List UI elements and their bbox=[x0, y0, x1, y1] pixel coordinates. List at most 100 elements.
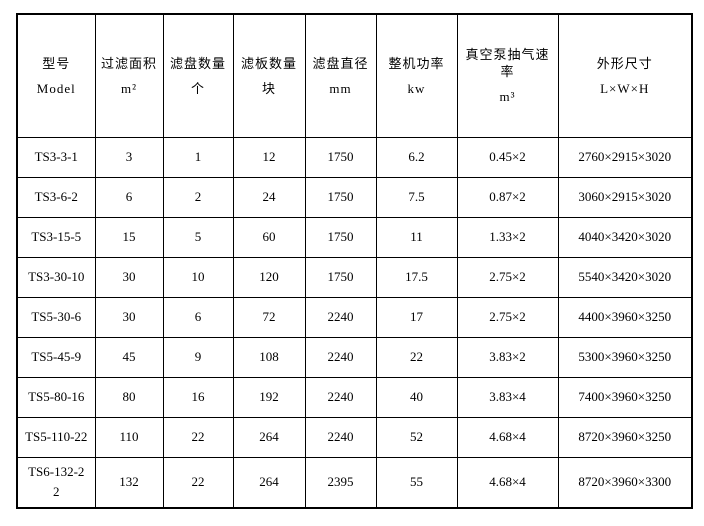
header-label: 过滤面积 bbox=[100, 55, 157, 71]
cell-disc-count: 2 bbox=[162, 176, 234, 218]
cell-plate-count: 264 bbox=[232, 456, 306, 509]
cell-filter-area: 3 bbox=[94, 136, 164, 178]
cell-overall-dimensions: 2760×2915×3020 bbox=[557, 136, 693, 178]
cell-disc-count: 6 bbox=[162, 296, 234, 338]
column-header-plate-count: 滤板数量 块 bbox=[232, 13, 306, 138]
specification-table: 型号 Model 过滤面积 m² 滤盘数量 个 滤板数量 块 滤盘直径 mm 整… bbox=[16, 13, 693, 509]
header-label: 真空泵抽气速率 bbox=[465, 47, 550, 80]
cell-overall-dimensions: 5300×3960×3250 bbox=[557, 336, 693, 378]
cell-vacuum-pump-rate: 3.83×2 bbox=[456, 336, 559, 378]
cell-machine-power: 55 bbox=[375, 456, 458, 509]
header-unit: kw bbox=[407, 80, 426, 96]
cell-plate-count: 24 bbox=[232, 176, 306, 218]
cell-filter-area: 80 bbox=[94, 376, 164, 418]
cell-disc-diameter: 2240 bbox=[304, 416, 377, 458]
cell-overall-dimensions: 7400×3960×3250 bbox=[557, 376, 693, 418]
table-row: TS5-110-22 110 22 264 2240 52 4.68×4 872… bbox=[16, 416, 693, 458]
cell-overall-dimensions: 4040×3420×3020 bbox=[557, 216, 693, 258]
cell-plate-count: 108 bbox=[232, 336, 306, 378]
header-label: 滤盘直径 bbox=[312, 55, 369, 71]
cell-plate-count: 192 bbox=[232, 376, 306, 418]
table-row: TS3-30-10 30 10 120 1750 17.5 2.75×2 554… bbox=[16, 256, 693, 298]
cell-overall-dimensions: 8720×3960×3300 bbox=[557, 456, 693, 509]
header-label: 型号 bbox=[42, 55, 71, 71]
cell-disc-diameter: 1750 bbox=[304, 176, 377, 218]
cell-plate-count: 264 bbox=[232, 416, 306, 458]
cell-vacuum-pump-rate: 3.83×4 bbox=[456, 376, 559, 418]
column-header-disc-count: 滤盘数量 个 bbox=[162, 13, 234, 138]
cell-overall-dimensions: 8720×3960×3250 bbox=[557, 416, 693, 458]
cell-filter-area: 30 bbox=[94, 296, 164, 338]
cell-disc-count: 9 bbox=[162, 336, 234, 378]
cell-machine-power: 22 bbox=[375, 336, 458, 378]
table-row: TS3-6-2 6 2 24 1750 7.5 0.87×2 3060×2915… bbox=[16, 176, 693, 218]
table-row: TS5-80-16 80 16 192 2240 40 3.83×4 7400×… bbox=[16, 376, 693, 418]
cell-machine-power: 7.5 bbox=[375, 176, 458, 218]
cell-model: TS5-30-6 bbox=[16, 296, 96, 338]
header-unit: L×W×H bbox=[600, 80, 650, 96]
column-header-machine-power: 整机功率 kw bbox=[375, 13, 458, 138]
header-unit: m² bbox=[120, 80, 137, 96]
cell-disc-count: 22 bbox=[162, 416, 234, 458]
header-unit: Model bbox=[36, 80, 76, 96]
cell-disc-count: 5 bbox=[162, 216, 234, 258]
cell-model: TS3-6-2 bbox=[16, 176, 96, 218]
table-row: TS3-15-5 15 5 60 1750 11 1.33×2 4040×342… bbox=[16, 216, 693, 258]
table-header-row: 型号 Model 过滤面积 m² 滤盘数量 个 滤板数量 块 滤盘直径 mm 整… bbox=[16, 13, 693, 138]
cell-machine-power: 52 bbox=[375, 416, 458, 458]
cell-machine-power: 17 bbox=[375, 296, 458, 338]
header-unit: 块 bbox=[261, 80, 276, 96]
table-row: TS6-132-2 2 132 22 264 2395 55 4.68×4 87… bbox=[16, 456, 693, 509]
cell-disc-count: 16 bbox=[162, 376, 234, 418]
cell-disc-diameter: 2395 bbox=[304, 456, 377, 509]
cell-plate-count: 12 bbox=[232, 136, 306, 178]
cell-vacuum-pump-rate: 1.33×2 bbox=[456, 216, 559, 258]
cell-model: TS6-132-2 2 bbox=[16, 456, 96, 509]
cell-vacuum-pump-rate: 2.75×2 bbox=[456, 256, 559, 298]
cell-filter-area: 15 bbox=[94, 216, 164, 258]
cell-machine-power: 17.5 bbox=[375, 256, 458, 298]
cell-plate-count: 60 bbox=[232, 216, 306, 258]
header-label: 滤盘数量 bbox=[169, 55, 226, 71]
cell-machine-power: 6.2 bbox=[375, 136, 458, 178]
cell-plate-count: 72 bbox=[232, 296, 306, 338]
table-row: TS5-45-9 45 9 108 2240 22 3.83×2 5300×39… bbox=[16, 336, 693, 378]
cell-filter-area: 110 bbox=[94, 416, 164, 458]
column-header-model: 型号 Model bbox=[16, 13, 96, 138]
header-unit: mm bbox=[329, 80, 352, 96]
column-header-filter-area: 过滤面积 m² bbox=[94, 13, 164, 138]
cell-vacuum-pump-rate: 4.68×4 bbox=[456, 456, 559, 509]
cell-filter-area: 132 bbox=[94, 456, 164, 509]
cell-model: TS5-80-16 bbox=[16, 376, 96, 418]
cell-overall-dimensions: 3060×2915×3020 bbox=[557, 176, 693, 218]
cell-disc-diameter: 2240 bbox=[304, 376, 377, 418]
cell-vacuum-pump-rate: 0.45×2 bbox=[456, 136, 559, 178]
column-header-disc-diameter: 滤盘直径 mm bbox=[304, 13, 377, 138]
cell-disc-count: 1 bbox=[162, 136, 234, 178]
header-label: 外形尺寸 bbox=[596, 55, 653, 71]
cell-model: TS5-45-9 bbox=[16, 336, 96, 378]
cell-overall-dimensions: 4400×3960×3250 bbox=[557, 296, 693, 338]
cell-vacuum-pump-rate: 2.75×2 bbox=[456, 296, 559, 338]
header-unit: 个 bbox=[190, 80, 205, 96]
cell-filter-area: 45 bbox=[94, 336, 164, 378]
header-unit: m³ bbox=[499, 89, 516, 105]
cell-vacuum-pump-rate: 4.68×4 bbox=[456, 416, 559, 458]
table-row: TS3-3-1 3 1 12 1750 6.2 0.45×2 2760×2915… bbox=[16, 136, 693, 178]
column-header-vacuum-pump-rate: 真空泵抽气速率 m³ bbox=[456, 13, 559, 138]
cell-model: TS3-30-10 bbox=[16, 256, 96, 298]
header-label: 整机功率 bbox=[388, 55, 445, 71]
cell-model: TS3-3-1 bbox=[16, 136, 96, 178]
cell-disc-diameter: 1750 bbox=[304, 136, 377, 178]
cell-model: TS3-15-5 bbox=[16, 216, 96, 258]
cell-vacuum-pump-rate: 0.87×2 bbox=[456, 176, 559, 218]
cell-model: TS5-110-22 bbox=[16, 416, 96, 458]
cell-plate-count: 120 bbox=[232, 256, 306, 298]
cell-disc-count: 10 bbox=[162, 256, 234, 298]
cell-overall-dimensions: 5540×3420×3020 bbox=[557, 256, 693, 298]
header-label: 滤板数量 bbox=[240, 55, 297, 71]
cell-disc-diameter: 1750 bbox=[304, 256, 377, 298]
cell-machine-power: 40 bbox=[375, 376, 458, 418]
cell-disc-diameter: 2240 bbox=[304, 336, 377, 378]
cell-machine-power: 11 bbox=[375, 216, 458, 258]
